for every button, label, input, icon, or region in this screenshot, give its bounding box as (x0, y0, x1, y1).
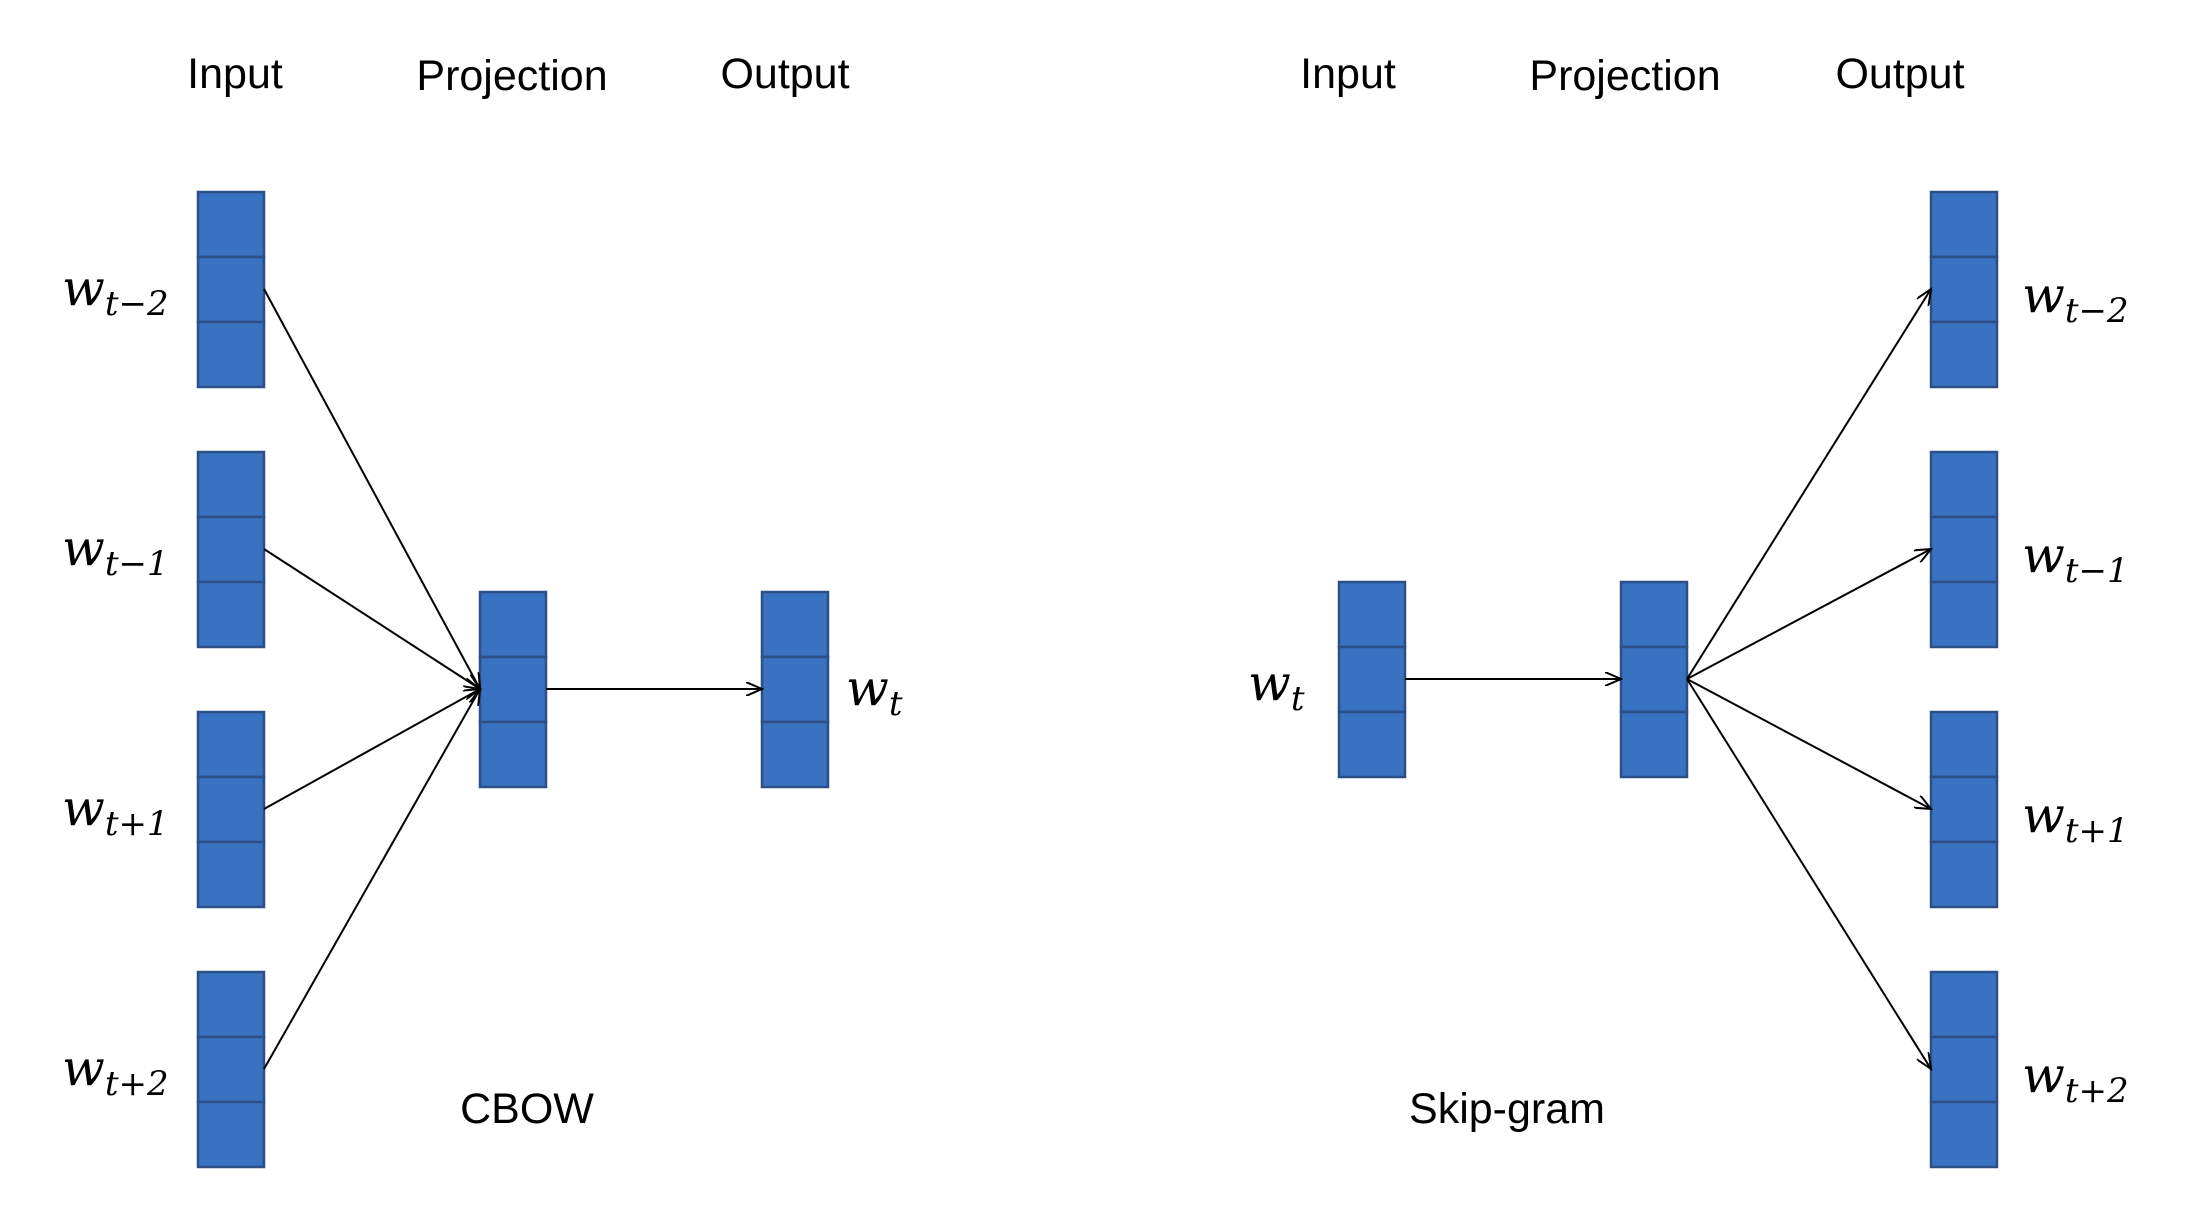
cbow-input-vector-3 (196, 710, 266, 909)
cbow-input-vector-4 (196, 970, 266, 1169)
cbow-arrow-4 (263, 689, 480, 1070)
cbow-input-label-2: wt−1 (62, 519, 169, 584)
skipgram-output-vector-3 (1929, 710, 1999, 909)
skipgram-projection-vector (1619, 580, 1689, 779)
skipgram-output-vector-2 (1929, 450, 1999, 649)
skipgram-output-header: Output (1835, 50, 1964, 98)
cbow-output-header: Output (720, 50, 849, 98)
skipgram-input-header: Input (1300, 50, 1396, 98)
cbow-projection-vector (478, 590, 548, 789)
cbow-input-label-1: wt−2 (62, 259, 169, 324)
cbow-input-vector-2 (196, 450, 266, 649)
skipgram-projection-header: Projection (1529, 52, 1720, 100)
skipgram-caption: Skip-gram (1409, 1085, 1605, 1133)
cbow-projection-header: Projection (416, 52, 607, 100)
cbow-arrow-3 (263, 689, 480, 810)
skipgram-output-label-4: wt+2 (2022, 1046, 2129, 1111)
skipgram-output-vector-1 (1929, 190, 1999, 389)
cbow-output-vector (760, 590, 830, 789)
cbow-input-label-4: wt+2 (62, 1039, 169, 1104)
skipgram-arrow-4 (1686, 678, 1931, 1069)
cbow-input-label-3: wt+1 (62, 779, 169, 844)
skipgram-output-label-3: wt+1 (2022, 786, 2129, 851)
cbow-output-label: wt (846, 659, 903, 724)
cbow-arrow-2 (263, 548, 480, 689)
skipgram-arrow-3 (1686, 678, 1931, 809)
skipgram-arrow-2 (1686, 549, 1931, 680)
skipgram-output-vector-4 (1929, 970, 1999, 1169)
skipgram-arrow-1 (1686, 289, 1931, 680)
skipgram-output-label-1: wt−2 (2022, 266, 2129, 331)
skipgram-input-label: wt (1248, 654, 1305, 719)
cbow-caption: CBOW (460, 1085, 594, 1133)
cbow-input-vector-1 (196, 190, 266, 389)
cbow-input-header: Input (187, 50, 283, 98)
cbow-arrow-1 (263, 288, 480, 689)
skipgram-output-label-2: wt−1 (2022, 526, 2129, 591)
skipgram-input-vector (1337, 580, 1407, 779)
